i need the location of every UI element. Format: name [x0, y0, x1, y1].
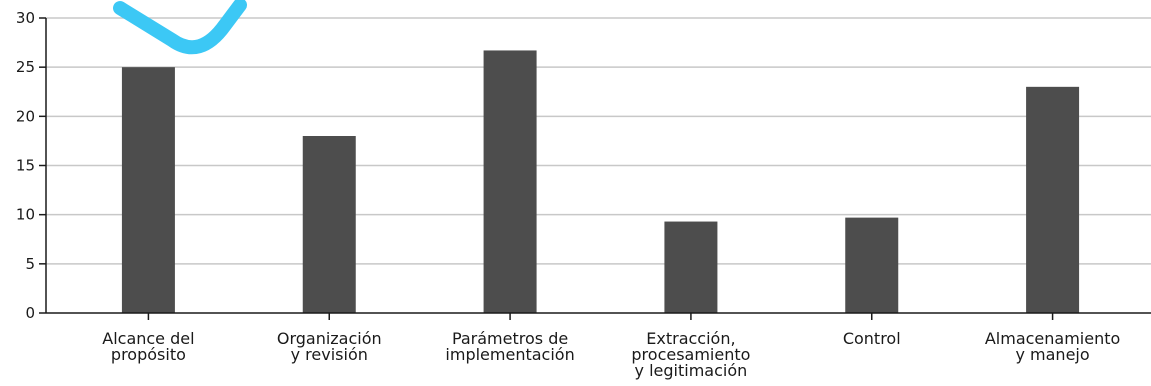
grid-lines	[46, 18, 1151, 264]
bar	[845, 218, 898, 313]
x-category-label: Control	[843, 329, 901, 348]
x-category-label: y manejo	[1015, 345, 1089, 364]
x-category-label: y legitimación	[635, 361, 748, 380]
x-category-label: implementación	[445, 345, 574, 364]
bar	[484, 50, 537, 313]
x-category-label: propósito	[111, 345, 186, 364]
bar	[1026, 87, 1079, 313]
watermark-logo	[120, 5, 240, 47]
y-tick-label: 5	[25, 255, 35, 273]
y-tick-label: 0	[25, 304, 35, 322]
y-tick-labels: 0 5 10 15 20 25 30	[16, 9, 46, 322]
y-tick-label: 10	[16, 206, 35, 224]
y-tick-label: 25	[16, 58, 35, 76]
y-tick-label: 30	[16, 9, 35, 27]
bar	[303, 136, 356, 313]
bar	[122, 67, 175, 313]
x-category-label: y revisión	[291, 345, 368, 364]
y-tick-label: 15	[16, 157, 35, 175]
bars	[122, 50, 1079, 313]
bar	[664, 222, 717, 313]
y-tick-label: 20	[16, 107, 35, 125]
